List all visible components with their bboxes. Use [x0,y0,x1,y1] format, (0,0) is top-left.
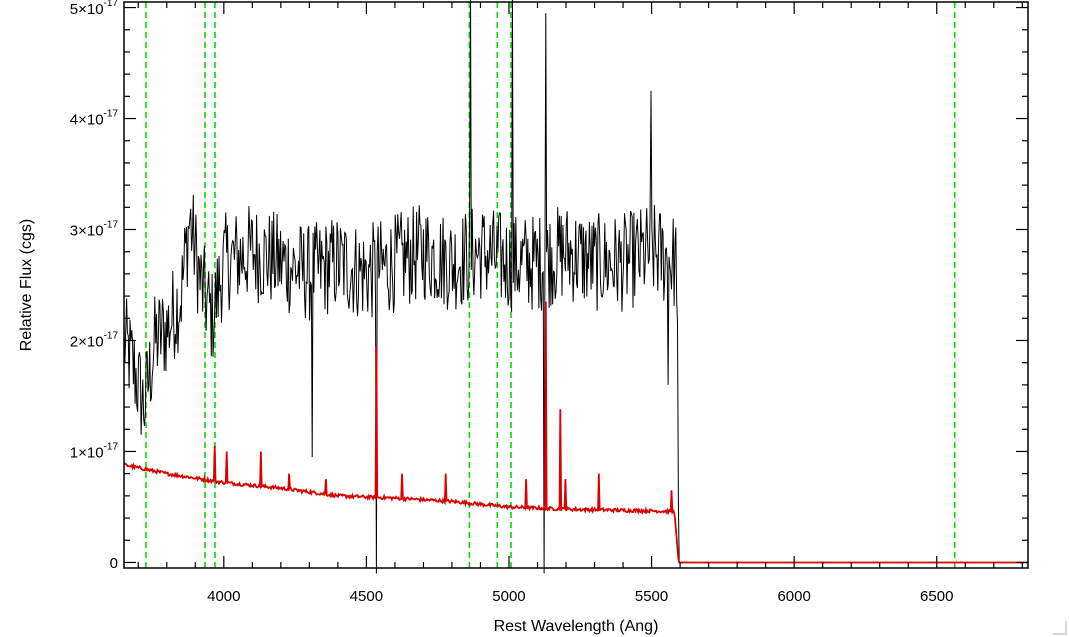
x-tick-label: 4500 [350,588,383,605]
plot-frame [123,1,1029,569]
x-tick-label: 5000 [492,588,525,605]
x-tick-label: 4000 [207,588,240,605]
y-axis-title: Relative Flux (cgs) [18,219,35,351]
x-axis-title: Rest Wavelength (Ang) [494,618,659,635]
y-tick-label: 3×10-17 [70,220,119,240]
x-tick-labels: 4000 4500 5000 5500 6000 6500 [207,588,953,605]
spectrum-line-black [123,0,1028,574]
resize-grip-icon[interactable] [1053,621,1067,635]
spectrum-line-red [123,301,1028,564]
y-tick-label: 0 [110,555,118,572]
axis-ticks [124,2,1028,568]
x-tick-label: 5500 [635,588,668,605]
y-tick-label: 2×10-17 [70,330,119,350]
x-tick-label: 6500 [920,588,953,605]
spectrum-series [123,0,1028,574]
y-tick-label: 4×10-17 [70,109,119,129]
y-tick-label: 1×10-17 [70,441,119,461]
plot-border [123,1,1029,569]
y-tick-labels: 0 1×10-17 2×10-17 3×10-17 4×10-17 5×10-17 [70,0,119,572]
y-tick-label: 5×10-17 [70,0,119,18]
x-tick-label: 6000 [777,588,810,605]
